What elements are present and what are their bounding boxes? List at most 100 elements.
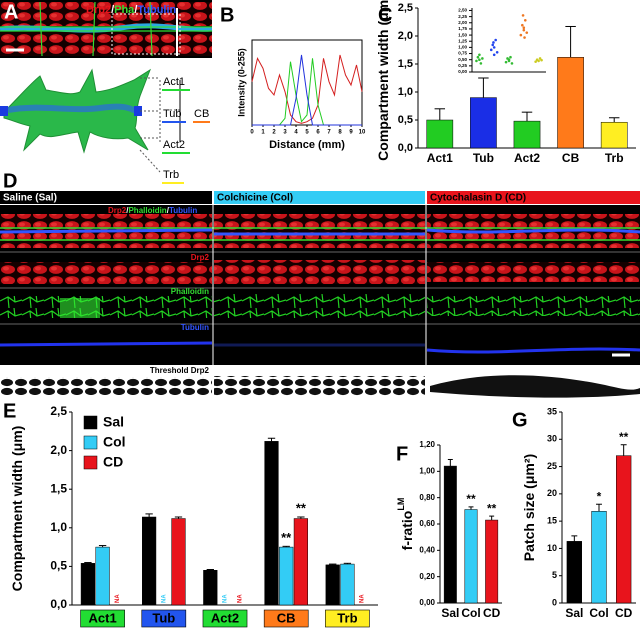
point (522, 26, 526, 29)
threshold-label: Threshold Drp2 (150, 366, 210, 375)
significance: ** (296, 500, 307, 515)
y-tick-label: 30 (547, 434, 557, 444)
category-box (263, 609, 309, 628)
tubulin-image (0, 341, 640, 354)
error-bar (571, 535, 578, 542)
y-tick-label: 2,00 (458, 20, 467, 25)
significance: ** (487, 501, 497, 515)
phalloidin-image (214, 294, 425, 318)
point (521, 14, 525, 17)
panel-letter: G (512, 409, 528, 431)
y-tick-label: 2,0 (50, 443, 67, 457)
legend-label: Sal (103, 414, 124, 430)
y-label-sup: LM (396, 498, 406, 511)
separator: / (167, 206, 170, 215)
y-tick-label: 5 (552, 570, 557, 580)
point (523, 19, 527, 22)
inset-box (111, 13, 181, 55)
y-label-text: Compartment width (μm) (9, 426, 25, 592)
stain: Phalloidin (128, 206, 166, 215)
error-bar (343, 562, 352, 565)
x-tick-label: Act2 (211, 610, 239, 625)
x-tick-label: Tub (152, 610, 175, 625)
y-tick-label: 0,20 (419, 572, 435, 581)
x-tick-label: 6 (316, 130, 320, 136)
tubulin-model (7, 103, 141, 115)
merged-tubulin (0, 228, 640, 236)
bar (95, 546, 110, 606)
point (495, 51, 499, 54)
point (494, 38, 497, 42)
category-box (80, 609, 125, 628)
na-label: NA (360, 594, 366, 603)
bar (557, 57, 584, 149)
y-tick-label: 2,50 (458, 8, 467, 13)
x-tick-label: Col (461, 606, 480, 620)
y-tick-label: 0,75 (458, 51, 467, 56)
x-tick-label: 1 (261, 130, 265, 136)
condition-label: Cytochalasin D (CD) (430, 193, 526, 204)
point (510, 62, 514, 65)
y-tick-label: 1,20 (419, 440, 435, 449)
point (538, 57, 542, 60)
error-bar (565, 25, 576, 58)
significance: ** (281, 530, 292, 545)
x-tick-label: CD (483, 606, 501, 620)
point (491, 43, 495, 47)
y-axis-label: Patch size (μm²) (521, 454, 537, 561)
point (521, 23, 524, 27)
bar (340, 563, 355, 606)
error-bar (489, 515, 495, 521)
condition-label: Saline (Sal) (3, 193, 57, 204)
micrograph-grid (0, 205, 640, 365)
condition-label: Colchicine (Col) (217, 193, 293, 204)
condition-header (427, 191, 640, 204)
error-bar (434, 108, 446, 120)
y-tick-label: 15 (547, 516, 557, 526)
diagram-label: CB (194, 108, 209, 120)
panel-letter: D (3, 170, 17, 192)
x-tick-label: CB (562, 151, 580, 165)
data-line (252, 54, 362, 126)
legend-swatch (83, 415, 98, 430)
error-bar (297, 516, 305, 519)
y-tick-label: 0,5 (50, 559, 67, 573)
y-tick-label: 1,00 (419, 466, 435, 475)
y-tick-label: 0,50 (458, 57, 467, 62)
bar (513, 120, 541, 149)
y-axis-label: Intensity (0-255) (236, 48, 246, 117)
significance: * (597, 489, 602, 503)
point (540, 58, 543, 62)
y-axis-label: Compartment width (μm) (375, 0, 391, 161)
significance: ** (466, 492, 476, 506)
merged-image (214, 214, 425, 248)
point (478, 53, 481, 57)
x-tick-label: 9 (349, 130, 353, 136)
drp2-image (0, 262, 212, 284)
phalloidin-image (427, 296, 640, 316)
error-bar (84, 562, 92, 564)
legend-label: Col (103, 434, 126, 450)
error-bar (282, 545, 290, 548)
diagram-label: Act2 (163, 139, 185, 151)
y-tick-label: 0,60 (419, 519, 435, 528)
error-bar (206, 568, 214, 571)
stain-label: Drp2/Phalloidin/Tubulin (108, 206, 197, 215)
phalloidin-image (0, 296, 212, 318)
point (519, 33, 523, 37)
merged-actin (0, 227, 640, 241)
error-bar (478, 77, 489, 98)
bar (600, 121, 628, 149)
point (492, 46, 496, 49)
point (507, 59, 511, 63)
y-tick-label: 1,0 (50, 520, 67, 534)
y-label-text: Patch size (μm²) (521, 454, 537, 561)
point (525, 31, 529, 34)
stain-label: Drp2 (191, 253, 210, 262)
point (489, 48, 493, 52)
panel-letter: F (396, 443, 408, 465)
y-tick-label: 1,5 (398, 58, 413, 70)
significance: ** (619, 430, 629, 444)
point (534, 60, 537, 63)
error-bar (521, 111, 533, 122)
